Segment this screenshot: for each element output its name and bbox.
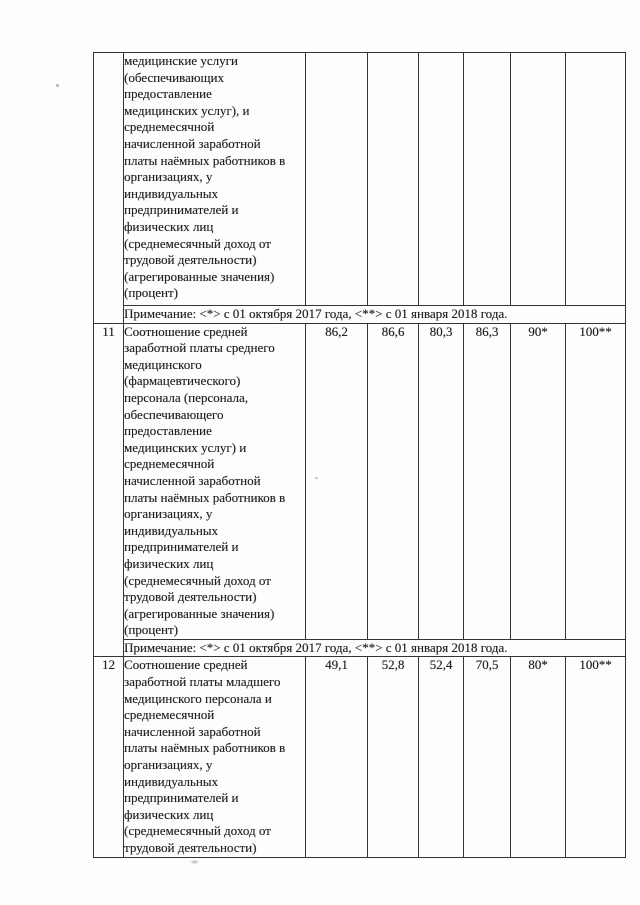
note-row: Примечание: <*> с 01 октября 2017 года, …: [94, 638, 626, 658]
note-row: Примечание: <*> с 01 октября 2017 года, …: [94, 305, 626, 324]
indicator-description-cell: Соотношение средней заработной платы мла…: [123, 656, 306, 858]
note-cell: Примечание: <*> с 01 октября 2017 года, …: [123, 305, 626, 324]
table-row-continuation: медицинские услуги (обеспечивающих предо…: [93, 52, 626, 324]
value-cell: 80,3: [418, 322, 464, 640]
value-cell: 90*: [510, 322, 566, 640]
value-cell: 52,8: [367, 656, 419, 858]
value-cell: 80*: [510, 656, 566, 858]
value-cell: 100**: [565, 322, 626, 640]
row-number-cell: 11: [93, 322, 124, 658]
value-cell: 86,6: [367, 322, 419, 640]
row-number-cell: 12: [93, 656, 124, 858]
scan-artifact-smudge: [190, 860, 199, 864]
value-cell: [565, 52, 626, 306]
table-row-12: 12 Соотношение средней заработной платы …: [93, 656, 626, 858]
value-cell: 70,5: [463, 656, 511, 858]
row-number-cell: [93, 52, 124, 324]
salary-indicators-table: медицинские услуги (обеспечивающих предо…: [93, 52, 626, 858]
table-row-11: 11 Соотношение средней заработной платы …: [93, 322, 626, 658]
scan-artifact-dot: [315, 477, 318, 479]
value-cell: 52,4: [418, 656, 464, 858]
value-cell: [510, 52, 566, 306]
value-cell: 86,2: [305, 322, 368, 640]
note-cell: Примечание: <*> с 01 октября 2017 года, …: [123, 638, 626, 658]
indicator-description-cell: Соотношение средней заработной платы сре…: [123, 322, 306, 640]
value-cell: [367, 52, 419, 306]
value-cell: 100**: [565, 656, 626, 858]
value-cell: 49,1: [305, 656, 368, 858]
value-cell: [418, 52, 464, 306]
value-cell: 86,3: [463, 322, 511, 640]
scan-artifact-dot: [56, 84, 59, 87]
value-cell: [463, 52, 511, 306]
value-cell: [305, 52, 368, 306]
indicator-description-cell: медицинские услуги (обеспечивающих предо…: [123, 52, 306, 306]
